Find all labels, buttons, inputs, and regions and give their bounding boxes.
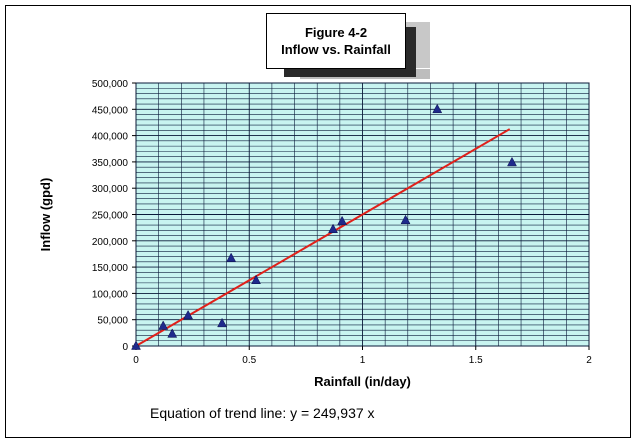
- trendline-equation: Equation of trend line: y = 249,937 x: [150, 405, 375, 421]
- data-point: [400, 214, 411, 225]
- y-tick-label: 250,000: [92, 211, 129, 222]
- x-tick-label: 0: [133, 355, 139, 366]
- y-tick-labels: 0 50,000 100,000 150,000 200,000 250,000 300,0…: [92, 79, 136, 353]
- y-tick-label: 450,000: [92, 105, 129, 116]
- x-tick-label: 1: [360, 355, 366, 366]
- y-tick-label: 0: [122, 342, 128, 353]
- y-tick-label: 50,000: [97, 316, 128, 327]
- x-tick-label: 2: [586, 355, 592, 366]
- x-tick-label: 0.5: [242, 355, 256, 366]
- trend-line: [135, 128, 511, 347]
- data-point: [251, 274, 261, 284]
- y-tick-label: 150,000: [92, 263, 129, 274]
- y-tick-label: 300,000: [92, 184, 129, 195]
- y-tick-label: 500,000: [92, 79, 129, 90]
- x-tick-label: 1.5: [469, 355, 483, 366]
- data-point: [167, 328, 178, 338]
- y-tick-label: 200,000: [92, 237, 129, 248]
- data-point: [337, 215, 348, 226]
- data-point: [432, 103, 443, 114]
- chart-title: Figure 4-2: [304, 25, 368, 40]
- data-point: [507, 156, 517, 167]
- chart-subtitle: Inflow vs. Rainfall: [281, 42, 391, 57]
- y-tick-label: 350,000: [92, 158, 129, 169]
- data-point: [158, 320, 169, 330]
- data-point: [328, 223, 338, 233]
- x-tick-labels: 0 0.5 1 1.5 2: [133, 346, 592, 366]
- data-point: [131, 340, 141, 350]
- data-point: [217, 317, 227, 328]
- data-points: [131, 103, 517, 350]
- data-point: [183, 309, 194, 320]
- y-tick-label: 400,000: [92, 132, 129, 143]
- y-axis-title: Inflow (gpd): [38, 178, 53, 252]
- chart-title-box: Figure 4-2 Inflow vs. Rainfall: [266, 13, 406, 69]
- x-axis-title: Rainfall (in/day): [314, 374, 411, 389]
- data-point: [226, 252, 237, 262]
- y-tick-label: 100,000: [92, 289, 129, 300]
